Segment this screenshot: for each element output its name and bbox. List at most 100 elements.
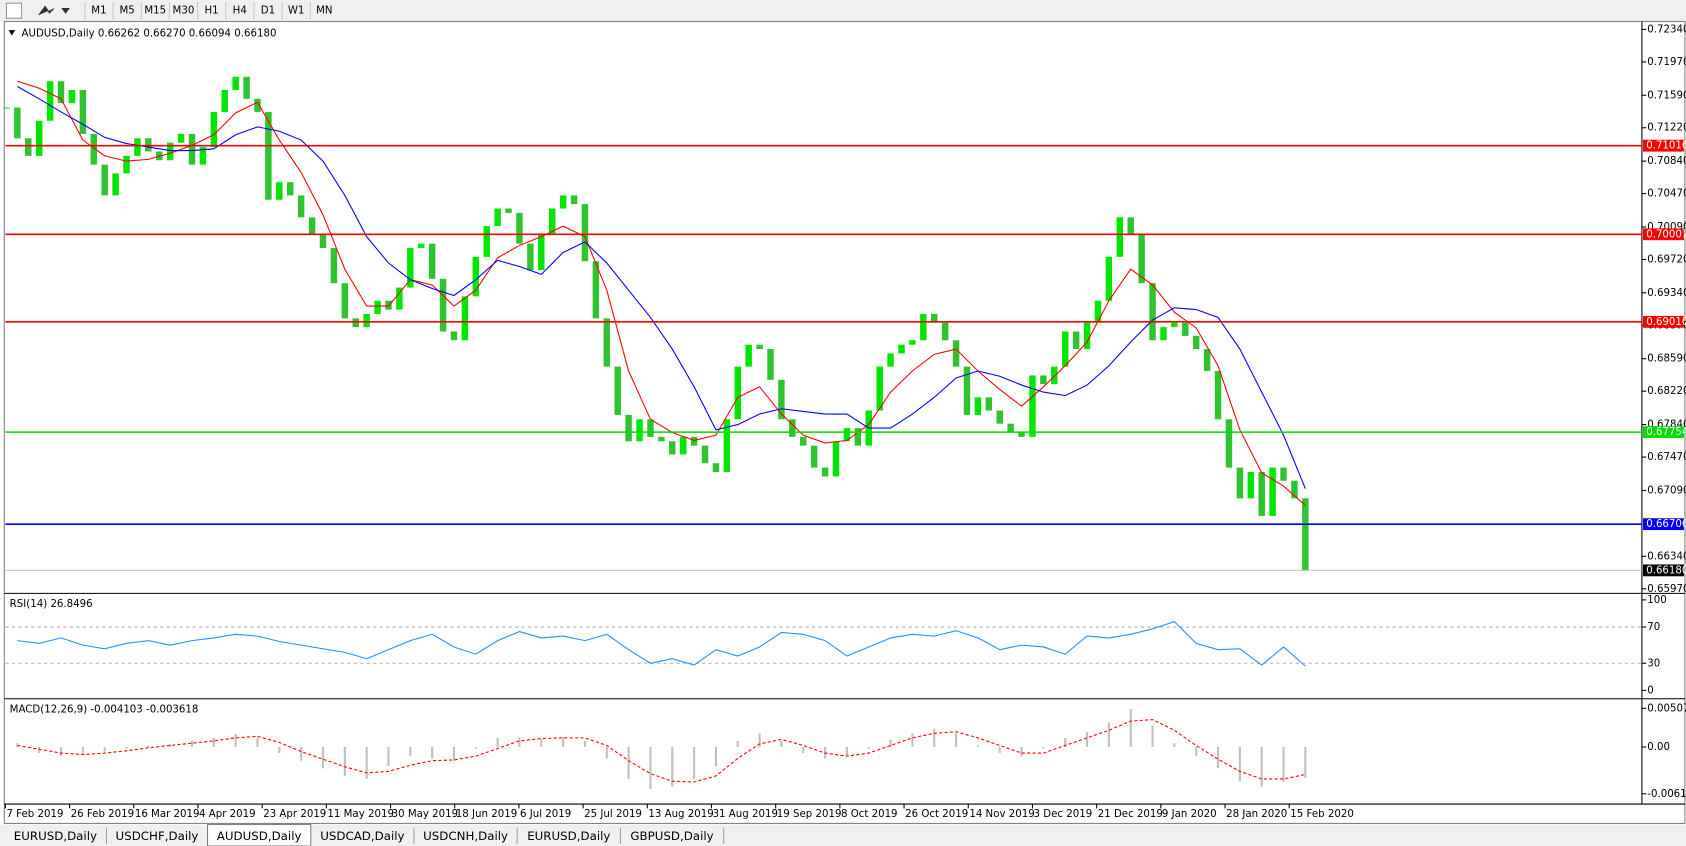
candle	[647, 419, 654, 437]
candle	[1029, 375, 1036, 437]
text-tool[interactable]	[5, 2, 23, 19]
y-tick-label: 0	[1647, 685, 1654, 696]
candle	[745, 344, 752, 367]
x-tick-label: 19 Sep 2019	[777, 809, 842, 820]
y-tick-label: 0.68590	[1647, 354, 1686, 365]
macd-bar	[409, 746, 412, 757]
level-label-box	[1642, 564, 1684, 577]
macd-bar	[758, 733, 761, 747]
y-tick-label: 70	[1647, 622, 1660, 633]
macd-bar	[518, 737, 521, 747]
y-tick-label: 0.67090	[1647, 485, 1686, 496]
timeframe-button[interactable]: H4	[233, 6, 247, 17]
candle	[570, 195, 578, 205]
candle	[221, 89, 228, 112]
timeframe-button[interactable]: M5	[119, 6, 134, 17]
candle	[941, 322, 949, 341]
level-label-box	[1642, 139, 1684, 152]
x-tick-label: 6 Jul 2019	[520, 809, 571, 820]
tab[interactable]: USDCAD,Daily	[320, 829, 404, 843]
candle	[898, 344, 905, 354]
macd-bar	[59, 746, 63, 757]
candle	[1291, 480, 1298, 499]
tab[interactable]: USDCNH,Daily	[423, 829, 508, 843]
x-tick-label: 16 Mar 2019	[135, 809, 200, 820]
moving-average	[17, 80, 1306, 506]
moving-average	[17, 86, 1306, 489]
macd-bar	[452, 746, 456, 761]
candle	[1280, 467, 1287, 481]
candle	[756, 344, 763, 350]
x-tick-label: 31 Aug 2019	[713, 809, 778, 820]
candle	[712, 463, 720, 472]
candle	[1192, 335, 1200, 350]
timeframe-button[interactable]: M30	[173, 6, 195, 17]
macd-bar	[845, 746, 848, 757]
candle	[505, 208, 512, 213]
timeframe-button[interactable]: M15	[144, 6, 166, 17]
chart-frame	[3, 20, 1686, 824]
macd-bar	[605, 746, 608, 759]
macd-bar	[343, 746, 346, 776]
line-tools[interactable]	[38, 5, 70, 16]
tab[interactable]: EURUSD,Daily	[14, 829, 97, 843]
candle	[690, 436, 698, 446]
candle	[254, 98, 261, 112]
tab[interactable]: AUDUSD,Daily	[217, 829, 302, 843]
y-tick-label: 0.67840	[1647, 420, 1686, 431]
candle	[79, 89, 87, 134]
macd-bar	[256, 737, 259, 747]
timeframe-button[interactable]: H1	[205, 6, 219, 17]
candle	[319, 234, 327, 249]
candle	[35, 120, 43, 156]
candle	[308, 217, 316, 235]
timeframe-button[interactable]: MN	[316, 6, 332, 17]
macd-bar	[1151, 725, 1154, 747]
timeframe-button[interactable]: W1	[288, 6, 305, 17]
chart-title: AUDUSD,Daily 0.66262 0.66270 0.66094 0.6…	[22, 28, 277, 39]
candle	[581, 204, 589, 262]
candle	[1051, 366, 1058, 385]
y-tick-label: 0.66340	[1647, 551, 1686, 562]
level-label: 0.66706	[1646, 519, 1686, 530]
macd-bar	[1304, 746, 1307, 779]
candle	[396, 287, 403, 310]
candle	[112, 173, 119, 196]
tab[interactable]: EURUSD,Daily	[527, 829, 610, 843]
y-tick-label: 0.71970	[1647, 57, 1686, 68]
macd-bar	[671, 746, 674, 787]
candle	[352, 318, 359, 328]
candle	[548, 208, 556, 235]
candle	[177, 133, 185, 143]
tab[interactable]: USDCHF,Daily	[116, 829, 199, 843]
candle	[636, 419, 643, 442]
macd-bar	[431, 746, 434, 759]
candle	[14, 107, 21, 139]
candle	[1171, 322, 1178, 328]
level-label: 0.69010	[1646, 317, 1686, 328]
y-tick-label: 0.005076	[1647, 703, 1686, 714]
macd-bar	[234, 734, 237, 747]
candle	[3, 107, 10, 109]
candle	[985, 397, 993, 411]
tab[interactable]: GBPUSD,Daily	[630, 829, 713, 843]
timeframe-button[interactable]: M1	[91, 6, 106, 17]
macd-bar	[867, 746, 870, 749]
macd-bar	[1107, 722, 1110, 747]
macd-bar	[693, 746, 696, 779]
timeframe-button[interactable]: D1	[261, 6, 275, 17]
candle	[1061, 331, 1069, 367]
candle	[101, 164, 108, 196]
candle	[1083, 322, 1091, 350]
candle	[134, 138, 141, 156]
x-tick-label: 15 Feb 2020	[1290, 809, 1354, 820]
candle	[516, 212, 523, 244]
indicator-title: RSI(14) 26.8496	[10, 599, 93, 610]
macd-bar	[147, 745, 150, 747]
rsi-line	[17, 621, 1306, 667]
x-tick-label: 14 Nov 2019	[969, 809, 1034, 820]
x-tick-label: 25 Jul 2019	[584, 809, 642, 820]
y-tick-label: 100	[1647, 595, 1666, 606]
macd-bar	[649, 746, 652, 789]
